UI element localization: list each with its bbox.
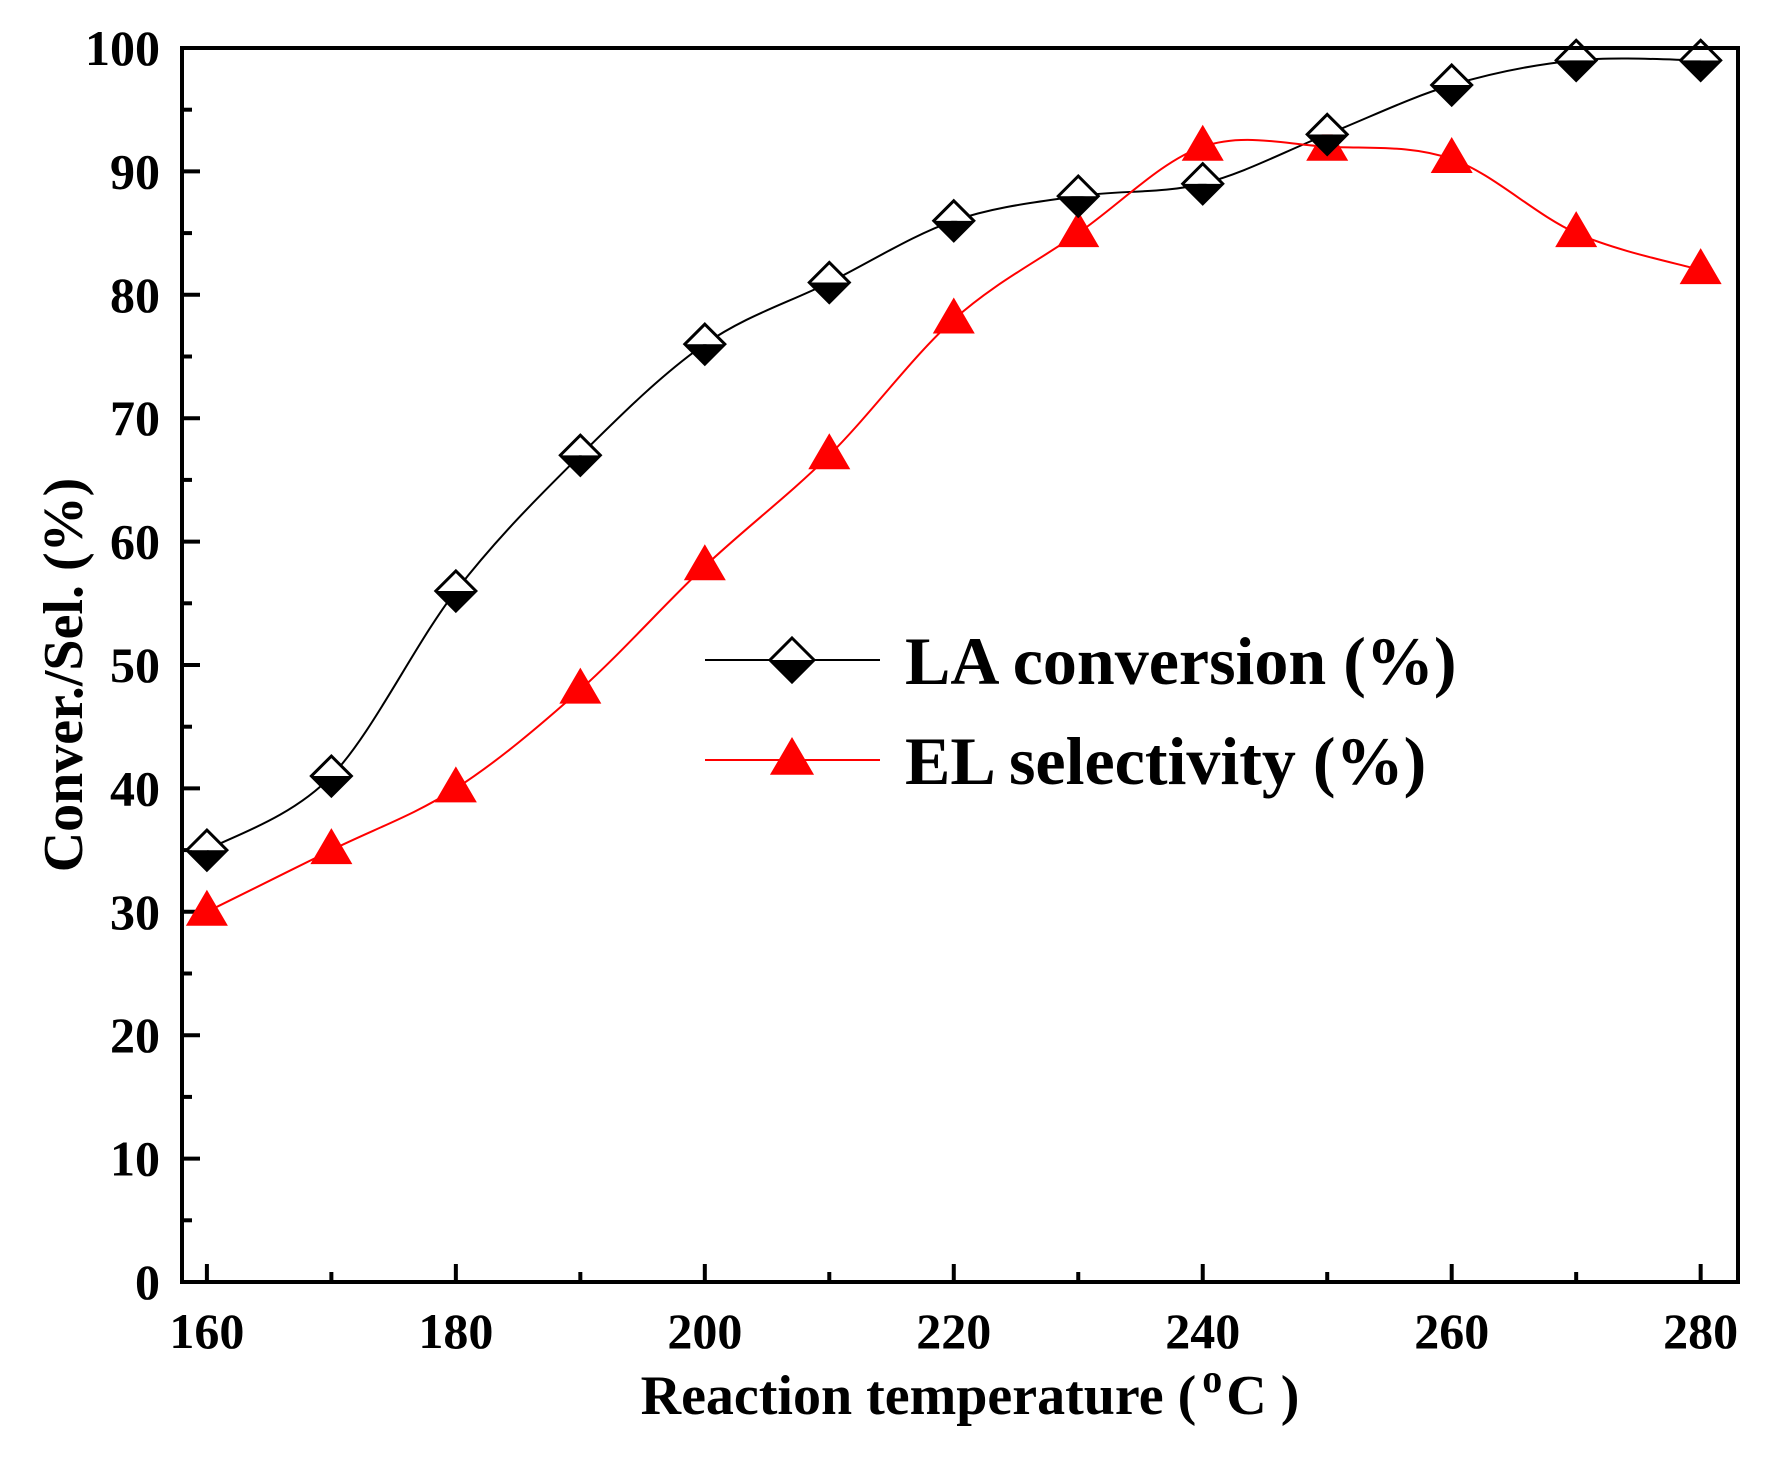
plot-frame: [180, 46, 1740, 1284]
diamond-upper-fill: [1058, 176, 1099, 197]
legend-diamond-symbol: [767, 635, 817, 685]
diamond-lower-fill: [684, 344, 725, 365]
diamond-upper-fill: [186, 830, 227, 851]
diamond-outline: [807, 260, 852, 305]
x-tick-label: 280: [1663, 1303, 1738, 1359]
diamond-lower-fill: [186, 850, 227, 871]
legend: LA conversion (%) EL selectivity (%): [705, 623, 1457, 799]
diamond-upper-fill: [560, 435, 601, 456]
la-conversion-point: [1678, 38, 1723, 83]
diamond-outline: [1305, 112, 1350, 157]
y-tick-label: 60: [110, 514, 160, 570]
diamond-lower-fill: [435, 590, 476, 611]
y-tick-label: 90: [110, 143, 160, 199]
diamond-outline: [1180, 161, 1225, 206]
y-tick-label: 20: [110, 1007, 160, 1063]
diamond-lower-fill: [1058, 196, 1099, 217]
diamond-outline: [184, 827, 230, 873]
diamond-lower-fill: [1556, 60, 1597, 81]
diamond-lower-fill: [1307, 134, 1348, 155]
diamond-outline: [309, 753, 354, 799]
la-conversion-point: [1305, 112, 1350, 157]
diamond-outline: [767, 635, 817, 685]
y-axis-title: Conver./Sel. (%): [33, 478, 95, 873]
legend-marker-el-selectivity: [769, 737, 815, 775]
diamond-outline: [433, 568, 478, 614]
la-conversion-point: [1180, 161, 1225, 206]
diamond-lower-fill: [1680, 60, 1721, 81]
x-tick-label: 260: [1414, 1303, 1489, 1359]
legend-label-la-conversion: LA conversion (%): [905, 623, 1457, 699]
el-selectivity-point: [808, 433, 851, 470]
el-selectivity-point: [434, 766, 477, 803]
diamond-outline: [1056, 173, 1101, 219]
diamond-upper-fill: [770, 638, 814, 660]
diamond-outline: [1678, 38, 1723, 83]
legend-marker-la-conversion: [767, 635, 817, 685]
y-tick-label: 50: [110, 637, 160, 693]
diamond-upper-fill: [1556, 40, 1597, 61]
y-tick-label: 100: [85, 20, 160, 76]
legend-label-el-selectivity: EL selectivity (%): [905, 723, 1426, 799]
diamond-upper-fill: [1307, 114, 1348, 135]
la-conversion-point: [1429, 62, 1474, 108]
diamond-outline: [558, 433, 603, 478]
diamond-outline: [682, 322, 727, 367]
la-conversion-point: [1056, 173, 1101, 219]
el-selectivity-point: [559, 667, 602, 704]
x-tick-label: 240: [1165, 1303, 1240, 1359]
la-conversion-point: [184, 827, 230, 873]
y-tick-label: 30: [110, 884, 160, 940]
diamond-upper-fill: [311, 756, 352, 777]
la-conversion-point: [682, 322, 727, 367]
diamond-lower-fill: [560, 455, 601, 476]
x-tick-label: 160: [169, 1303, 244, 1359]
diamond-upper-fill: [933, 200, 974, 221]
diamond-lower-fill: [770, 660, 814, 682]
series-markers: [184, 38, 1723, 926]
diamond-outline: [1429, 62, 1474, 108]
diamond-lower-fill: [1431, 85, 1472, 106]
el-selectivity-point: [1181, 124, 1224, 161]
el-selectivity-point: [1057, 211, 1100, 248]
x-tick-label: 180: [418, 1303, 493, 1359]
x-tick-labels: 160 180 200 220 240 260 280: [169, 1303, 1738, 1359]
y-tick-label: 70: [110, 390, 160, 446]
y-tick-label: 10: [110, 1131, 160, 1187]
diamond-outline: [931, 198, 976, 243]
la-conversion-point: [807, 260, 852, 305]
diamond-upper-fill: [1680, 40, 1721, 61]
diamond-outline: [1554, 38, 1599, 83]
la-conversion-point: [309, 753, 354, 799]
x-axis-title: Reaction temperature (oC ): [641, 1356, 1300, 1427]
diamond-upper-fill: [1182, 163, 1223, 184]
y-tick-labels: 0 10 20 30 40 50 60 70 80 90 100: [85, 20, 160, 1310]
la-conversion-point: [1554, 38, 1599, 83]
legend-triangle-symbol: [769, 737, 815, 775]
diamond-upper-fill: [809, 262, 850, 283]
diamond-lower-fill: [311, 776, 352, 797]
y-tick-label: 40: [110, 760, 160, 816]
x-tick-label: 220: [916, 1303, 991, 1359]
el-selectivity-point: [1555, 211, 1598, 248]
y-tick-label: 80: [110, 267, 160, 323]
el-selectivity-point: [932, 297, 975, 334]
diamond-lower-fill: [1182, 183, 1223, 204]
y-tick-label: 0: [135, 1254, 160, 1310]
la-conversion-point: [433, 568, 478, 614]
el-selectivity-point: [1679, 248, 1722, 285]
la-conversion-point: [558, 433, 603, 478]
el-selectivity-point: [310, 828, 353, 865]
el-selectivity-point: [185, 889, 228, 926]
diamond-upper-fill: [684, 324, 725, 345]
x-tick-label: 200: [667, 1303, 742, 1359]
diamond-upper-fill: [435, 570, 476, 591]
el-selectivity-point: [1430, 137, 1473, 174]
el-selectivity-point: [683, 544, 726, 581]
la-conversion-point: [931, 198, 976, 243]
diamond-upper-fill: [1431, 65, 1472, 86]
diamond-lower-fill: [933, 220, 974, 241]
diamond-lower-fill: [809, 282, 850, 303]
